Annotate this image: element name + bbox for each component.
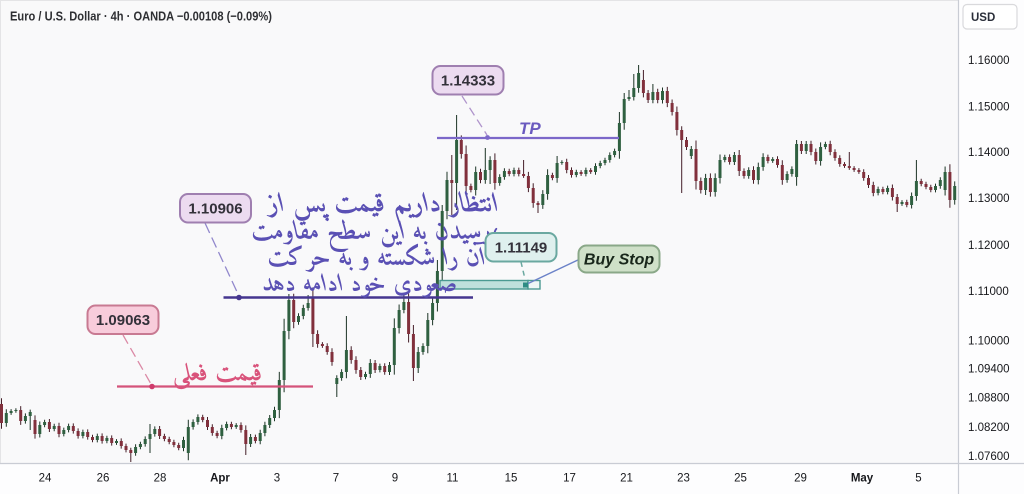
svg-text:1.11149: 1.11149 [495,239,548,256]
svg-text:TP: TP [519,119,541,138]
svg-text:1.14333: 1.14333 [441,72,495,89]
svg-text:24: 24 [39,473,52,485]
svg-text:28: 28 [154,473,167,485]
svg-text:USD: USD [971,12,995,24]
svg-text:Apr: Apr [210,473,230,485]
svg-text:1.11000: 1.11000 [968,286,1009,298]
svg-text:15: 15 [505,473,518,485]
svg-text:1.08200: 1.08200 [968,422,1010,434]
svg-text:9: 9 [392,473,398,485]
svg-text:1.10906: 1.10906 [188,200,242,217]
svg-text:25: 25 [734,473,747,485]
svg-text:11: 11 [447,473,459,485]
svg-text:17: 17 [563,473,576,485]
svg-text:7: 7 [333,473,339,485]
svg-text:1.14000: 1.14000 [968,147,1010,159]
svg-text:23: 23 [677,473,690,485]
svg-text:May: May [851,473,874,485]
svg-text:1.15000: 1.15000 [968,102,1010,114]
svg-text:1.09400: 1.09400 [968,364,1010,376]
svg-text:1.07600: 1.07600 [968,451,1010,463]
svg-text:Euro / U.S. Dollar · 4h · OAND: Euro / U.S. Dollar · 4h · OANDA −0.00108… [10,9,272,24]
svg-text:26: 26 [97,473,110,485]
svg-text:21: 21 [620,473,633,485]
svg-text:1.12000: 1.12000 [968,240,1010,252]
svg-text:1.09063: 1.09063 [96,312,150,329]
svg-text:1.10000: 1.10000 [968,336,1010,348]
svg-text:29: 29 [794,473,807,485]
svg-text:1.13000: 1.13000 [968,193,1010,205]
svg-text:1.16000: 1.16000 [968,55,1010,67]
svg-text:1.08800: 1.08800 [968,393,1010,405]
svg-text:5: 5 [915,473,921,485]
svg-text:3: 3 [274,473,280,485]
svg-text:Buy Stop: Buy Stop [584,252,654,269]
